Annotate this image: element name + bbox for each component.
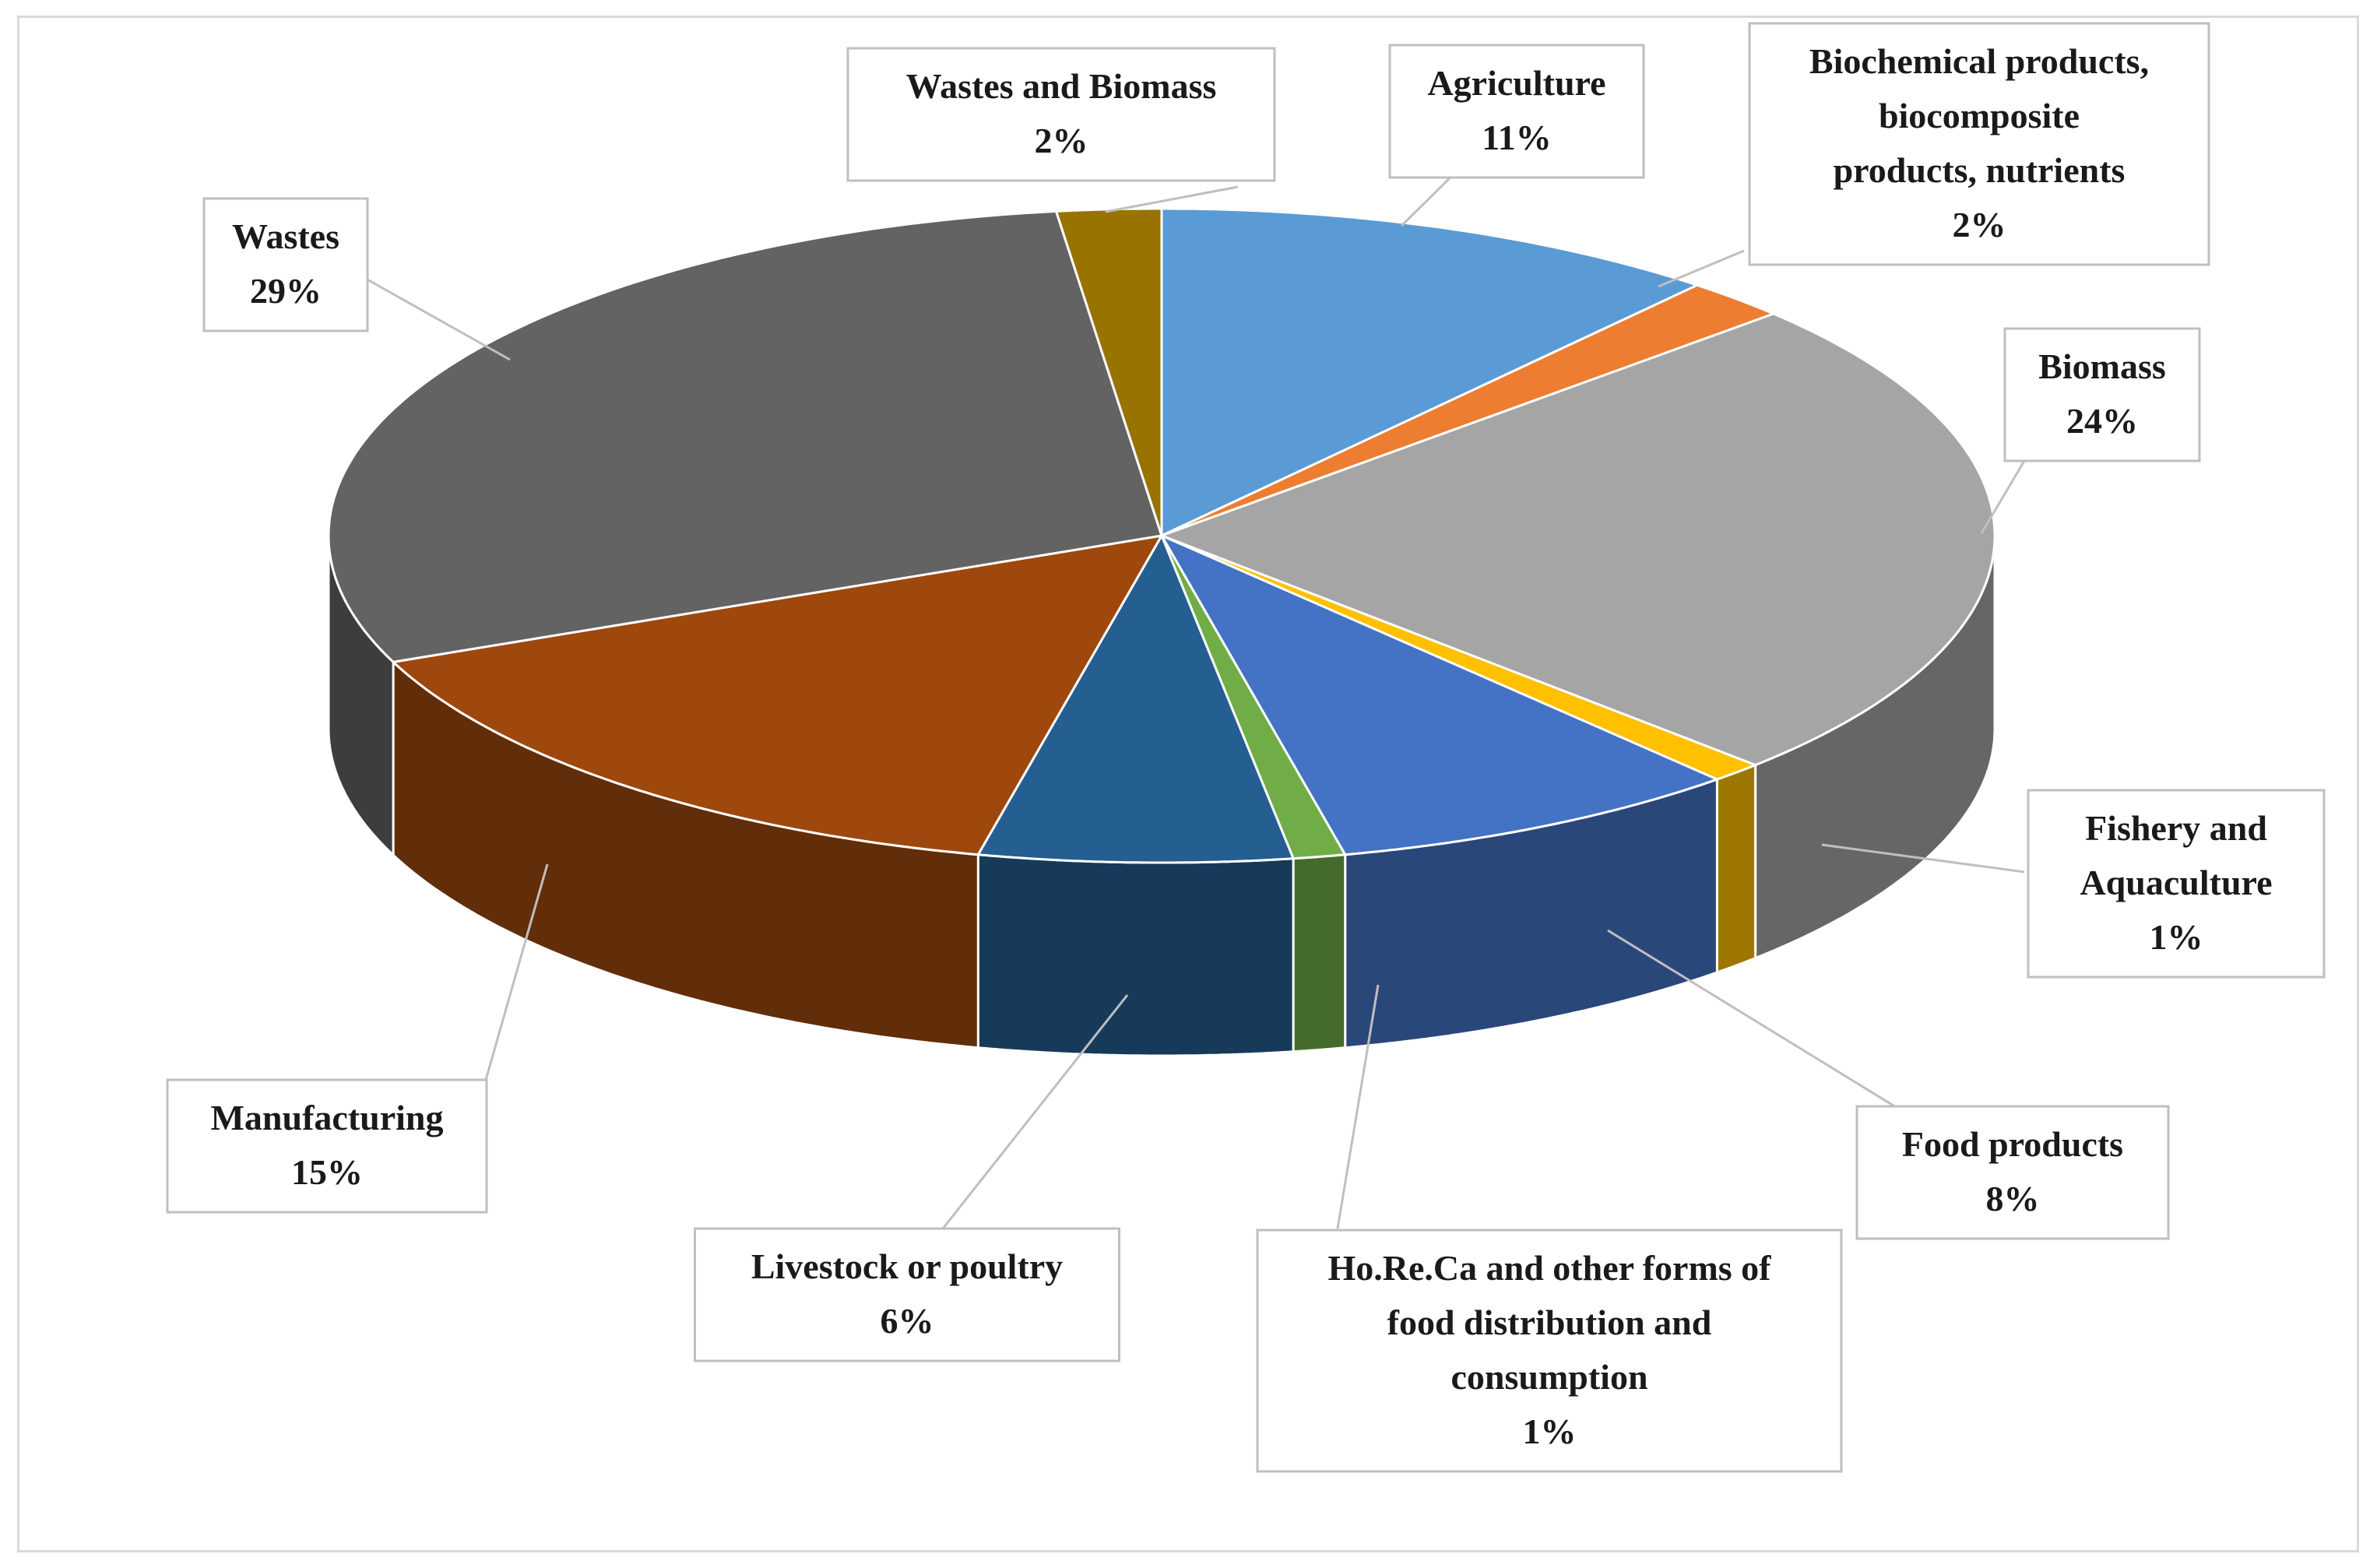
data-label-name-3-1: Aquaculture: [2080, 863, 2272, 902]
data-label-value-7: 15%: [291, 1152, 363, 1192]
pie-slice-8: [327, 209, 1163, 663]
data-label-name-5-0: Ho.Re.Ca and other forms of: [1328, 1248, 1772, 1288]
data-label-box-4: [1855, 1105, 2170, 1240]
data-label-name-4-0: Food products: [1902, 1124, 2123, 1164]
pie-slice-7: [390, 534, 1164, 856]
data-label-value-5: 1%: [1523, 1412, 1577, 1451]
pie-slice-3: [1161, 534, 1759, 781]
pie-slice-2: [1158, 312, 1996, 767]
data-label-name-0-0: Agriculture: [1427, 63, 1605, 103]
data-label-box-0: [1388, 44, 1645, 179]
data-label-value-8: 29%: [250, 271, 322, 311]
leader-line-4: [1607, 929, 1901, 1111]
data-label-name-2-0: Biomass: [2038, 346, 2166, 386]
data-label-name-7-0: Manufacturing: [211, 1098, 444, 1137]
leader-line-8: [365, 277, 511, 361]
data-label-name-3-0: Fishery and: [2085, 808, 2267, 848]
leader-line-1: [1658, 249, 1745, 288]
data-label-value-3: 1%: [2150, 917, 2203, 957]
data-label-value-1: 2%: [1953, 205, 2006, 244]
data-label-box-7: [166, 1078, 488, 1214]
pie-slice-0: [1160, 207, 1700, 538]
data-label-name-5-2: consumption: [1450, 1357, 1647, 1397]
data-label-box-6: [694, 1227, 1120, 1362]
data-label-name-1-2: products, nutrients: [1834, 150, 2126, 190]
leader-line-7: [484, 863, 549, 1081]
data-label-box-2: [2003, 327, 2201, 462]
data-label-box-1: [1748, 22, 2210, 266]
data-label-box-8: [202, 197, 369, 332]
leader-line-6: [941, 994, 1129, 1229]
data-labels: Agriculture 11% Biochemical products, bioco…: [166, 22, 2326, 1473]
leader-line-9: [1105, 185, 1239, 213]
pie-slice-6: [976, 533, 1296, 864]
leader-line-5: [1336, 984, 1380, 1229]
data-label-value-4: 8%: [1986, 1179, 2040, 1218]
data-label-value-6: 6%: [881, 1301, 934, 1341]
pie-slice-1: [1161, 283, 1777, 537]
data-label-value-0: 11%: [1482, 118, 1551, 157]
data-label-value-9: 2%: [1035, 121, 1088, 160]
label-leaders: [365, 165, 2034, 1229]
data-label-box-5: [1256, 1229, 1843, 1473]
leader-line-3: [1821, 843, 2025, 874]
pie-side-6: [976, 853, 1295, 1057]
pie-sides: [327, 536, 1996, 1057]
pie-slice-9: [1054, 207, 1163, 536]
pie-side-5: [1292, 853, 1347, 1053]
data-label-name-6-0: Livestock or poultry: [751, 1246, 1063, 1286]
pie-tops: [327, 207, 1996, 864]
pie-slice-5: [1160, 535, 1348, 860]
data-label-name-1-0: Biochemical products,: [1809, 41, 2149, 81]
data-label-box-3: [2027, 789, 2326, 979]
data-label-name-5-1: food distribution and: [1387, 1303, 1712, 1342]
data-label-name-9-0: Wastes and Biomass: [906, 66, 1217, 106]
data-label-name-1-1: biocomposite: [1879, 96, 2080, 135]
data-label-box-9: [846, 47, 1276, 182]
data-label-name-8-0: Wastes: [232, 216, 339, 256]
pie-side-3: [1715, 763, 1757, 975]
data-label-value-2: 24%: [2066, 401, 2138, 441]
